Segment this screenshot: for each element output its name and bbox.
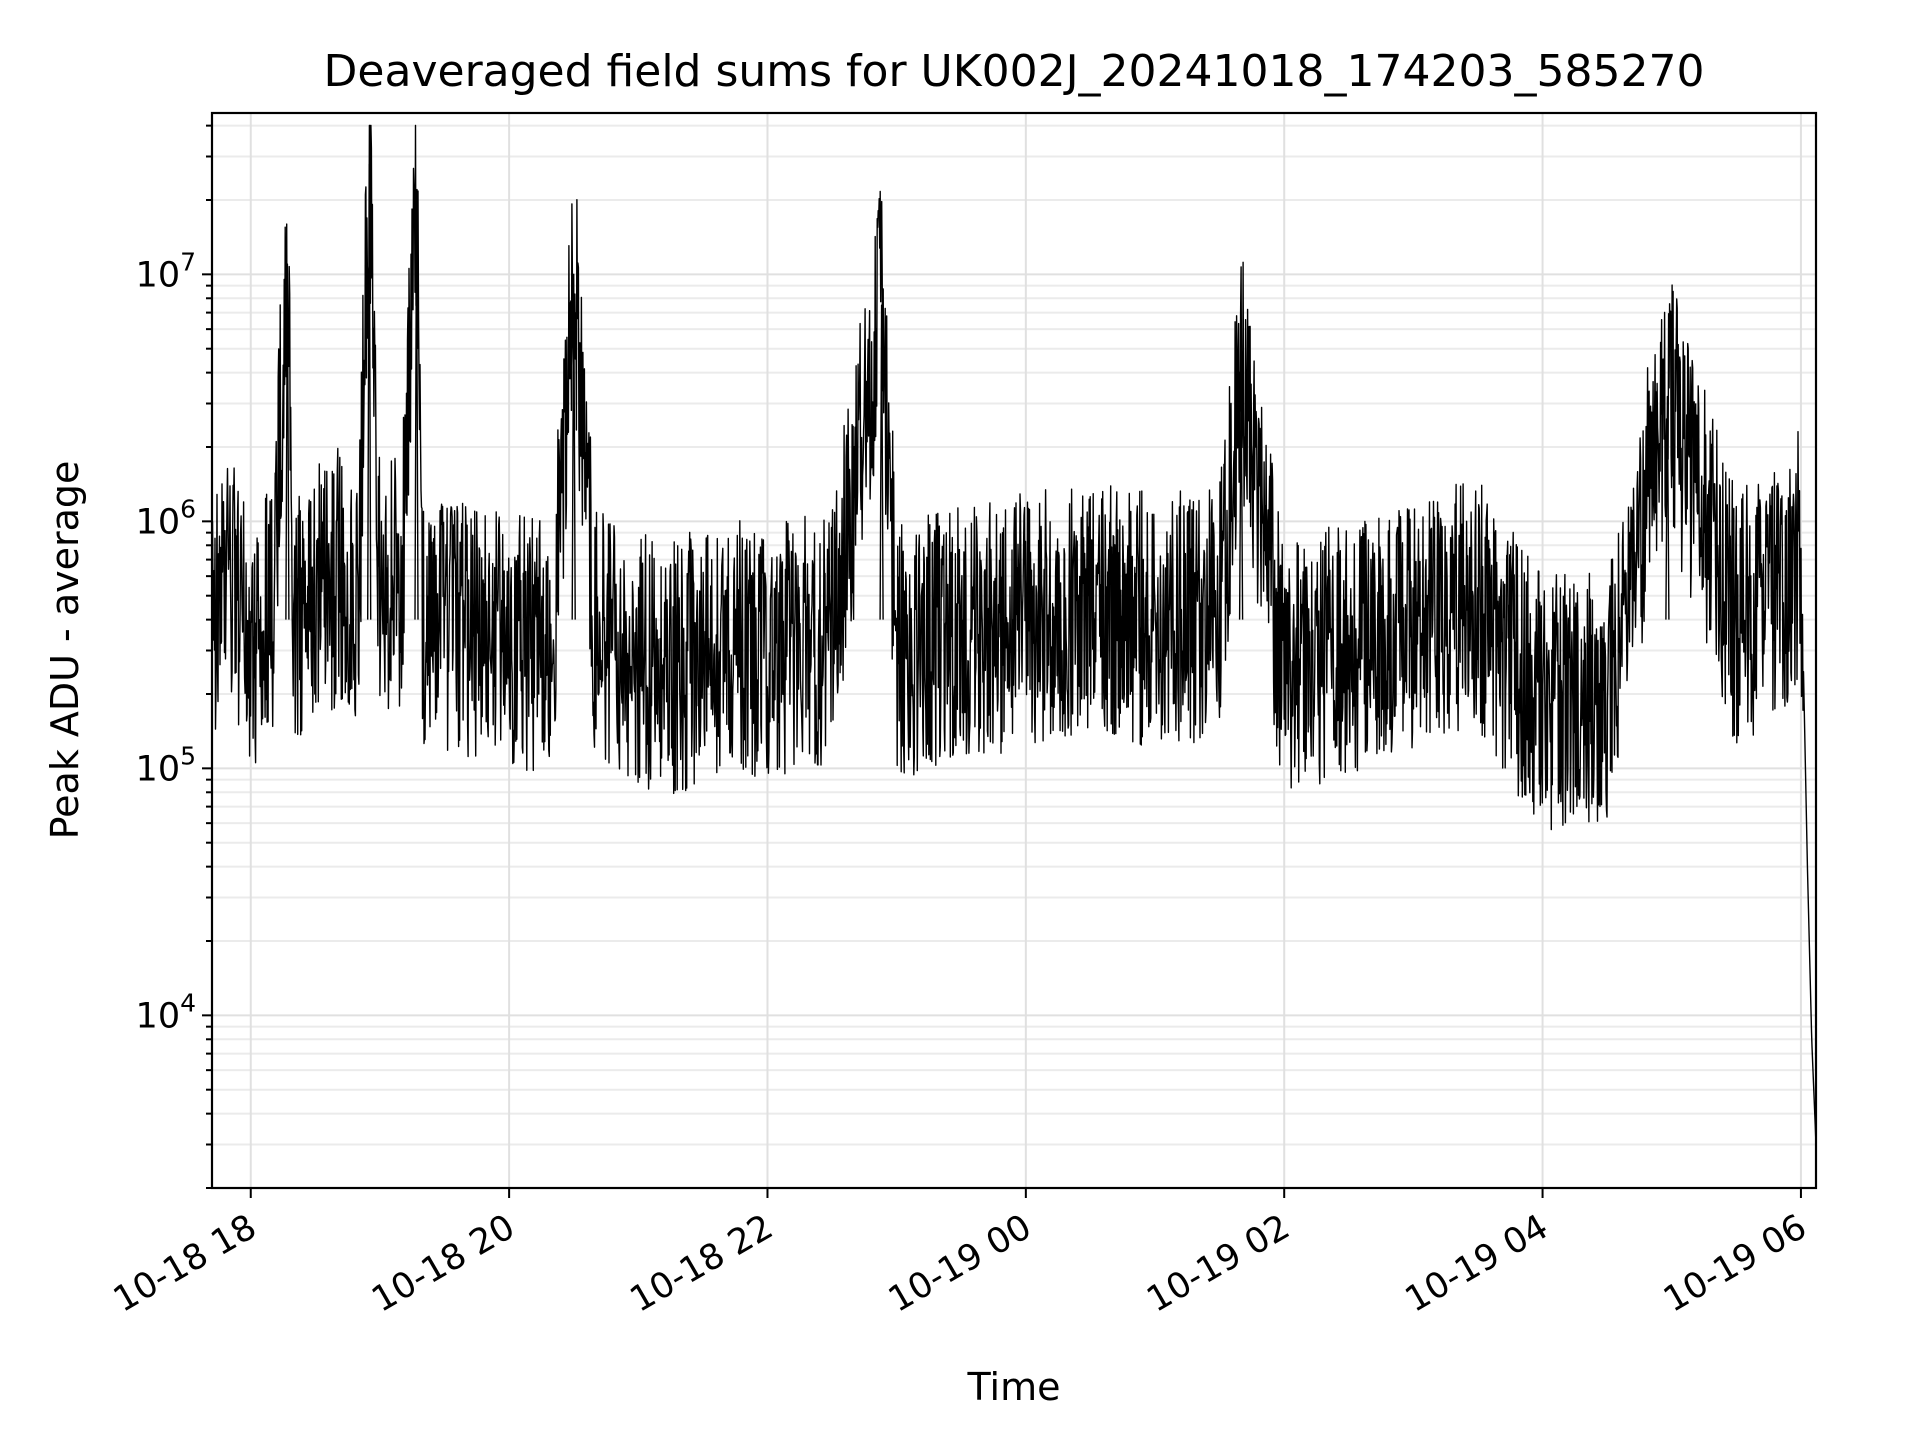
- series-group: [211, 124, 1817, 1145]
- chart-title: Deaveraged field sums for UK002J_2024101…: [324, 46, 1705, 97]
- y-axis-label: Peak ADU - average: [43, 461, 87, 840]
- y-tick-label: 106: [136, 494, 196, 542]
- series-line: [211, 124, 1817, 1145]
- x-axis-label: Time: [967, 1365, 1061, 1409]
- y-tick-label: 107: [136, 247, 196, 295]
- y-tick-label: 105: [136, 741, 196, 789]
- major-gridlines: [212, 113, 1816, 1188]
- y-tick-label: 104: [136, 988, 196, 1036]
- y-axis: 104 105 106 107: [136, 124, 212, 1189]
